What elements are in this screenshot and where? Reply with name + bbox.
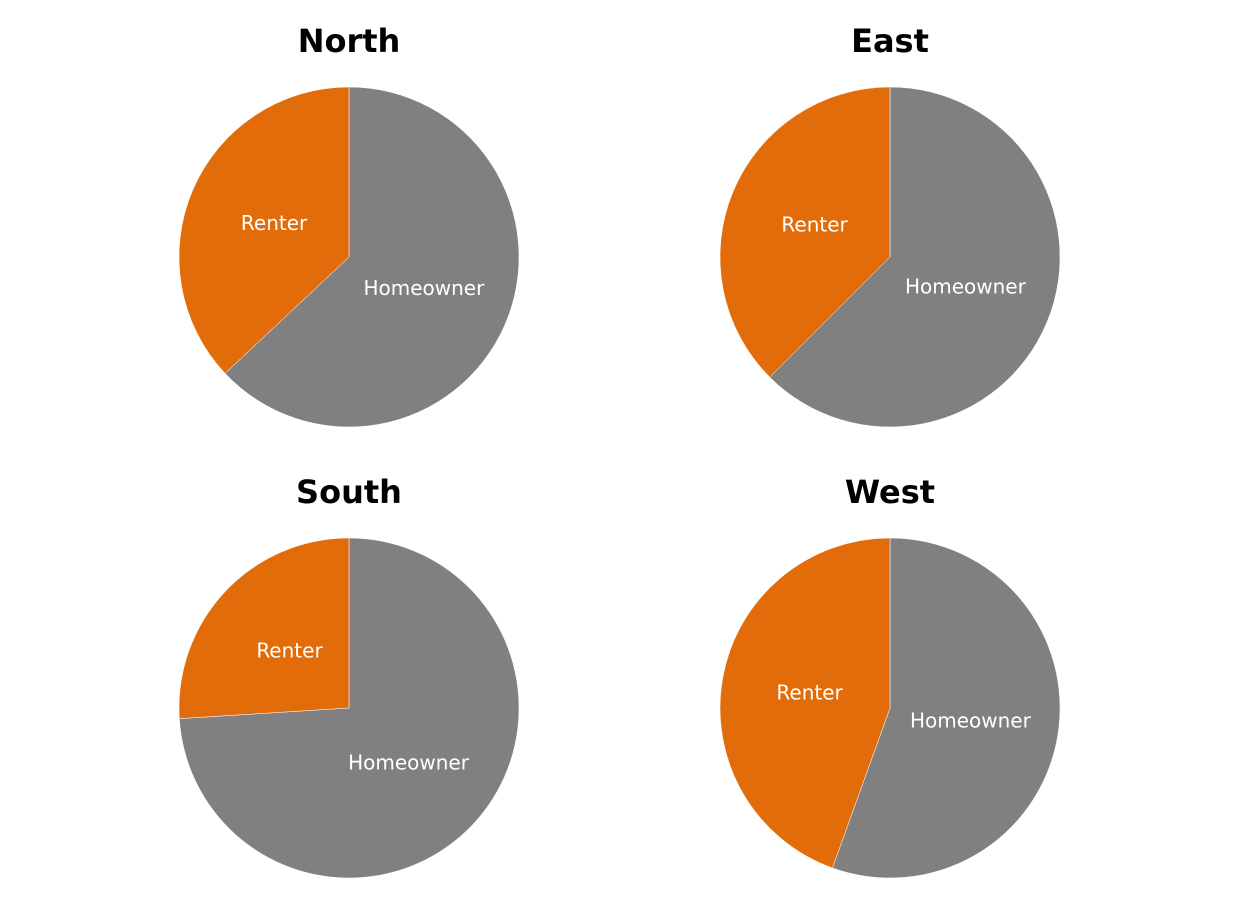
pie-chart-north: North Homeowner Renter — [178, 22, 520, 428]
pie-chart-south: South Homeowner Renter — [178, 473, 520, 879]
chart-title-south: South — [296, 473, 402, 511]
chart-title-north: North — [298, 22, 401, 60]
slice-label-east-renter: Renter — [781, 212, 848, 236]
pie-slice-north-homeowner — [224, 86, 520, 428]
chart-title-east: East — [851, 22, 929, 60]
pie-slice-south-renter — [178, 537, 350, 719]
slice-label-north-homeowner: Homeowner — [363, 276, 485, 300]
slice-label-west-renter: Renter — [776, 681, 843, 705]
slice-label-north-renter: Renter — [241, 211, 308, 235]
slice-label-east-homeowner: Homeowner — [905, 275, 1027, 299]
chart-title-west: West — [845, 473, 935, 511]
pie-slice-east-homeowner — [769, 86, 1061, 428]
pie-slice-west-renter — [719, 537, 891, 869]
slice-label-south-renter: Renter — [256, 639, 323, 663]
slice-label-south-homeowner: Homeowner — [348, 750, 470, 774]
slice-label-west-homeowner: Homeowner — [910, 709, 1032, 733]
pie-slice-west-homeowner — [832, 537, 1061, 879]
pie-chart-west: West Homeowner Renter — [719, 473, 1061, 879]
pie-chart-east: East Homeowner Renter — [719, 22, 1061, 428]
pie-slice-north-renter — [178, 86, 350, 374]
pie-slice-east-renter — [719, 86, 891, 378]
